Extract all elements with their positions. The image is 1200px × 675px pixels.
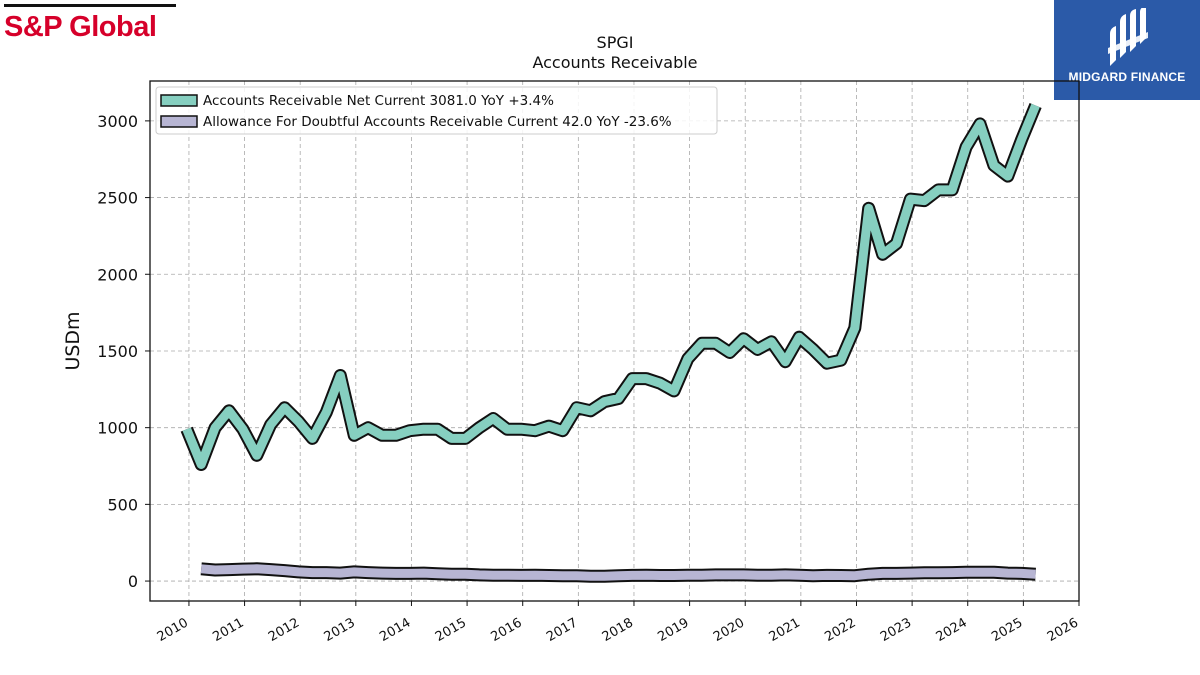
midgard-finance-logo: MIDGARD FINANCE: [1054, 0, 1200, 100]
series-line-allowance-doubtful-accounts: [200, 564, 1036, 581]
x-tick-label: 2016: [489, 615, 525, 645]
y-axis-ticks: 0 500 1000 1500 2000 2500 3000: [97, 112, 150, 591]
midgard-finance-logo-text: MIDGARD FINANCE: [1068, 70, 1186, 84]
y-tick-label: 1500: [97, 342, 138, 361]
y-axis-label: USDm: [62, 311, 84, 370]
y-tick-label: 0: [128, 572, 138, 591]
x-tick-label: 2012: [266, 615, 302, 645]
y-tick-label: 2000: [97, 265, 138, 284]
x-tick-label: 2018: [600, 615, 636, 645]
sp-global-logo-text: S&P Global: [4, 11, 157, 43]
y-tick-label: 3000: [97, 112, 138, 131]
series-outline-accounts-receivable: [180, 103, 1042, 471]
series-line-accounts-receivable: [182, 103, 1040, 469]
grid: [150, 81, 1080, 601]
x-tick-label: 2014: [377, 615, 413, 645]
x-tick-label: 2019: [655, 615, 691, 645]
legend-swatch-accounts-receivable: [160, 94, 198, 107]
legend: Accounts Receivable Net Current 3081.0 Y…: [155, 86, 718, 135]
legend-swatch-allowance-doubtful-accounts: [160, 115, 198, 128]
logo-bar: [4, 4, 176, 7]
legend-label-allowance-doubtful-accounts: Allowance For Doubtful Accounts Receivab…: [203, 114, 672, 130]
y-tick-label: 2500: [97, 189, 138, 208]
x-tick-label: 2017: [544, 615, 580, 645]
x-tick-label: 2013: [322, 615, 358, 645]
x-tick-label: 2020: [711, 615, 747, 645]
sp-global-logo: S&P Global: [4, 4, 176, 43]
x-tick-label: 2026: [1045, 615, 1081, 645]
midgard-emblem-icon: [1108, 8, 1148, 66]
y-tick-label: 500: [107, 495, 138, 514]
x-tick-label: 2025: [989, 615, 1025, 645]
x-axis-ticks: 2010 2011 2012 2013 2014 2015 2016 2017 2018 2019…: [155, 601, 1081, 645]
x-tick-label: 2022: [822, 615, 858, 645]
legend-box: [155, 86, 718, 135]
chart-title: SPGI: [597, 33, 634, 52]
plot-frame: [149, 80, 1080, 602]
x-tick-label: 2010: [155, 615, 191, 645]
x-tick-label: 2011: [210, 615, 246, 645]
x-tick-label: 2021: [767, 615, 803, 645]
legend-label-accounts-receivable: Accounts Receivable Net Current 3081.0 Y…: [203, 93, 554, 109]
chart-subtitle: Accounts Receivable: [532, 53, 697, 72]
x-tick-label: 2015: [433, 615, 469, 645]
x-tick-label: 2023: [878, 615, 914, 645]
series-lines: [180, 103, 1042, 583]
x-tick-label: 2024: [934, 615, 970, 645]
y-tick-label: 1000: [97, 419, 138, 438]
